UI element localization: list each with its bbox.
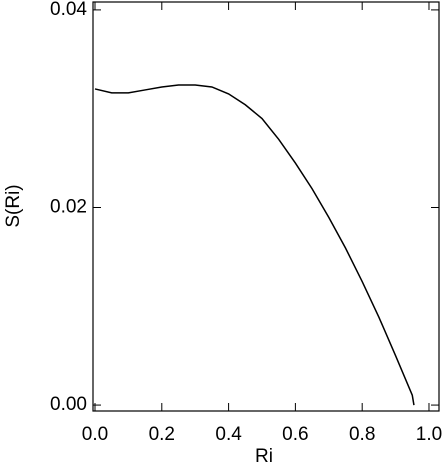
x-tick-label: 0.8 bbox=[349, 424, 375, 445]
x-tick-label: 1.0 bbox=[416, 424, 442, 445]
y-axis-title: S(Ri) bbox=[3, 184, 24, 227]
x-tick-label: 0.2 bbox=[149, 424, 175, 445]
line bbox=[94, 84, 415, 406]
x-tick-label: 0.4 bbox=[215, 424, 242, 445]
plot-frame bbox=[92, 1, 440, 412]
y-tick-label: 0.00 bbox=[50, 394, 87, 415]
x-tick-label: 0.6 bbox=[282, 424, 308, 445]
x-tick-label: 0.0 bbox=[82, 424, 108, 445]
y-tick-label: 0.02 bbox=[50, 197, 87, 218]
y-tick-label: 0.04 bbox=[50, 0, 87, 20]
x-axis-title: Ri bbox=[255, 446, 273, 467]
